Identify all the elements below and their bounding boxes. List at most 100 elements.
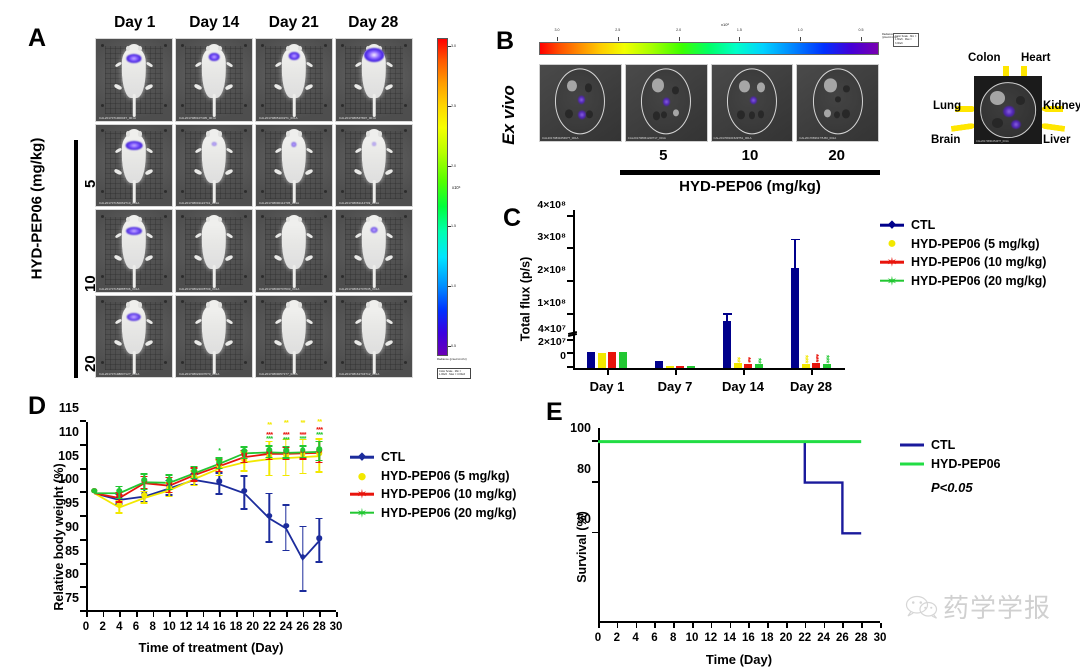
organ-label-kidney: Kidney xyxy=(1043,100,1080,112)
bioluminescence-signal xyxy=(126,312,142,321)
mouse-body xyxy=(281,303,307,355)
plate-marker xyxy=(324,104,328,108)
error-bar-cap xyxy=(190,465,198,468)
mouse-body xyxy=(361,132,387,184)
data-point xyxy=(316,535,323,541)
significance-marker: *** xyxy=(811,354,821,362)
mouse-image-cell: CAL201708054?807_001A xyxy=(335,38,413,122)
mouse-ear xyxy=(297,302,303,308)
organ-specimen xyxy=(578,110,586,120)
panel-e-x-axis-label: Time (Day) xyxy=(705,652,773,667)
watermark-text: 药学学报 xyxy=(943,594,1052,624)
petri-dish xyxy=(555,68,606,135)
x-axis-tick-label: 18 xyxy=(760,632,774,644)
panel-b-dose-caption: HYD-PEP06 (mg/kg) xyxy=(679,178,821,195)
error-bar-cap xyxy=(115,498,123,500)
legend-line xyxy=(350,455,374,459)
bar-hyd-pep06-20-mg-kg- xyxy=(618,352,627,368)
panel-b-organ-image-grid: CAL201708310549?7_001A CAL201708061220?17… xyxy=(539,64,879,142)
y-axis-tick xyxy=(567,214,573,217)
y-axis-tick-label: 95 xyxy=(65,496,79,510)
star-icon: ✶ xyxy=(356,505,368,520)
y-axis-tick xyxy=(80,467,86,470)
significance-marker: ** xyxy=(283,419,289,427)
error-bar-cap xyxy=(240,470,248,472)
scale-tick-label: 2.0 xyxy=(451,164,456,168)
x-axis-tick-label: 14 xyxy=(723,632,736,644)
image-filename: CAL20170719880?12?_001A xyxy=(99,372,140,376)
x-axis-tick-label: 0 xyxy=(594,632,602,644)
mouse-ear xyxy=(125,131,131,137)
panel-b: B 3.0 2.5 2.0 1.5 1.0 0.5 x10⁶ Radiance (p/se… xyxy=(490,0,1080,215)
x-axis-tick xyxy=(880,623,882,628)
plate-marker xyxy=(340,129,344,133)
legend-item: ✶ HYD-PEP06 (10 mg/kg) xyxy=(880,255,1046,269)
scale-tick-label: 1.0 xyxy=(451,284,456,288)
plate-marker xyxy=(100,104,104,108)
mouse-tail xyxy=(372,265,376,289)
error-bar-cap xyxy=(115,485,123,488)
petri-dish xyxy=(641,68,692,135)
mouse-image-cell: CAL201707150062?10_001A xyxy=(95,123,173,207)
error-bar xyxy=(301,446,304,459)
organ-specimen xyxy=(833,111,840,119)
organ-image-filename: CAL201708310549?7_001A xyxy=(542,136,579,140)
error-bar-cap xyxy=(299,590,307,592)
column-header-day21: Day 21 xyxy=(268,14,319,31)
mouse-image-cell: CAL201707159885?06_001A xyxy=(95,209,173,293)
panel-e-letter: E xyxy=(546,398,563,426)
x-axis-tick xyxy=(136,612,138,617)
error-bar-cap xyxy=(215,474,223,477)
scale-tick-mark xyxy=(448,46,451,47)
scale-tick-mark xyxy=(739,37,740,41)
bar-hyd-pep06-10-mg-kg- xyxy=(744,363,753,368)
plate-marker xyxy=(324,300,328,304)
panel-d-plot-area: 75 80 85 90 95 100 105 110 115 0 2 4 6 8 10 12 14 16 18 20 2… xyxy=(58,401,342,633)
star-icon: ✶ xyxy=(886,273,898,288)
error-bar-cap xyxy=(240,457,248,460)
mouse-ear xyxy=(125,45,131,52)
column-header-day14: Day 14 xyxy=(189,14,240,31)
scale-tick-mark xyxy=(448,286,451,287)
mouse-ear xyxy=(125,302,131,308)
panel-a-dose-bracket xyxy=(74,140,78,378)
panel-c: C Total flux (p/s) 1×10⁸ 2×10⁸ 3×10⁸ 4×10⁸ 0… xyxy=(495,199,1080,395)
scale-tick-label: 0.5 xyxy=(858,28,864,32)
error-bar xyxy=(143,474,146,490)
error-bar-cap xyxy=(140,490,148,493)
error-bar-cap xyxy=(165,491,173,494)
error-bar xyxy=(118,501,121,514)
x-axis-tick xyxy=(767,623,769,628)
x-axis-tick-label: 2 xyxy=(99,621,106,633)
panel-a-scale-caption: Radiance (p/sec/cm²/sr) xyxy=(437,357,467,361)
star-icon: ✶ xyxy=(886,254,898,270)
error-bar-cap xyxy=(265,456,273,459)
x-axis-tick-label: 30 xyxy=(873,632,887,644)
plate-marker xyxy=(100,189,104,193)
panel-a-scale-unit: x10⁶ xyxy=(452,185,461,190)
plate-marker xyxy=(100,43,104,47)
panel-a-column-headers: Day 1 Day 14 Day 21 Day 28 xyxy=(95,14,413,32)
bar-ctl xyxy=(791,267,800,368)
image-filename: CAL201708054?807_001A xyxy=(339,115,376,120)
legend-item: ◆ CTL xyxy=(880,218,1046,232)
x-axis-tick-label: 20 xyxy=(246,621,260,633)
y-axis-tick xyxy=(592,439,598,442)
organ-specimen xyxy=(737,110,746,120)
error-bar-cap xyxy=(265,474,273,477)
scale-tick-label: 3.0 xyxy=(451,44,456,48)
error-bar-cap xyxy=(140,473,148,475)
plate-marker xyxy=(100,214,104,218)
organ-specimen xyxy=(824,109,831,118)
error-bar-cap xyxy=(215,470,223,473)
plate-marker xyxy=(340,43,344,47)
x-axis-tick-label: Day 14 xyxy=(722,379,764,394)
mouse-ear xyxy=(365,216,371,223)
panel-e-legend: CTL HYD-PEP06 P<0.05 xyxy=(900,438,1000,495)
y-axis-tick-label: 2×10⁷ xyxy=(538,336,566,349)
error-bar-cap xyxy=(282,458,290,460)
organ-label-lung: Lung xyxy=(933,100,962,112)
x-axis-tick-label: 22 xyxy=(798,632,812,644)
mouse-head xyxy=(287,43,301,56)
mouse-image-cell: CAL20170802200?0?3_001A xyxy=(175,294,253,378)
